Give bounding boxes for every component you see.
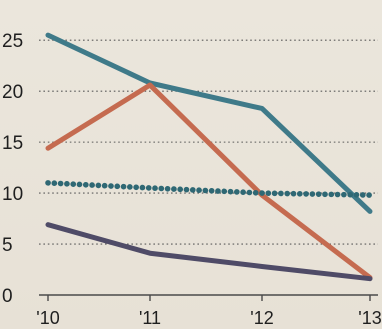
series-line-0 — [45, 32, 373, 214]
x-tick-label: '12 — [250, 308, 273, 328]
x-tick-label: '10 — [36, 308, 59, 328]
series-layer — [45, 32, 373, 282]
series-line-2 — [45, 180, 373, 198]
series-line-3 — [45, 222, 373, 282]
y-tick-label: 10 — [2, 184, 23, 205]
y-tick-label: 25 — [2, 31, 23, 52]
y-tick-label: 0 — [2, 286, 13, 307]
x-tick-label: '11 — [139, 308, 161, 328]
grid-layer — [39, 39, 378, 245]
y-tick-label: 5 — [2, 235, 13, 256]
series-line-1 — [45, 82, 373, 281]
axis-layer — [39, 294, 378, 301]
x-tick-label: '13 — [358, 308, 381, 328]
y-tick-label: 20 — [2, 82, 23, 103]
y-tick-label: 15 — [2, 133, 23, 154]
label-layer: 0 5 10 15 20 25 '10 '11 '12 '13 — [2, 31, 382, 328]
